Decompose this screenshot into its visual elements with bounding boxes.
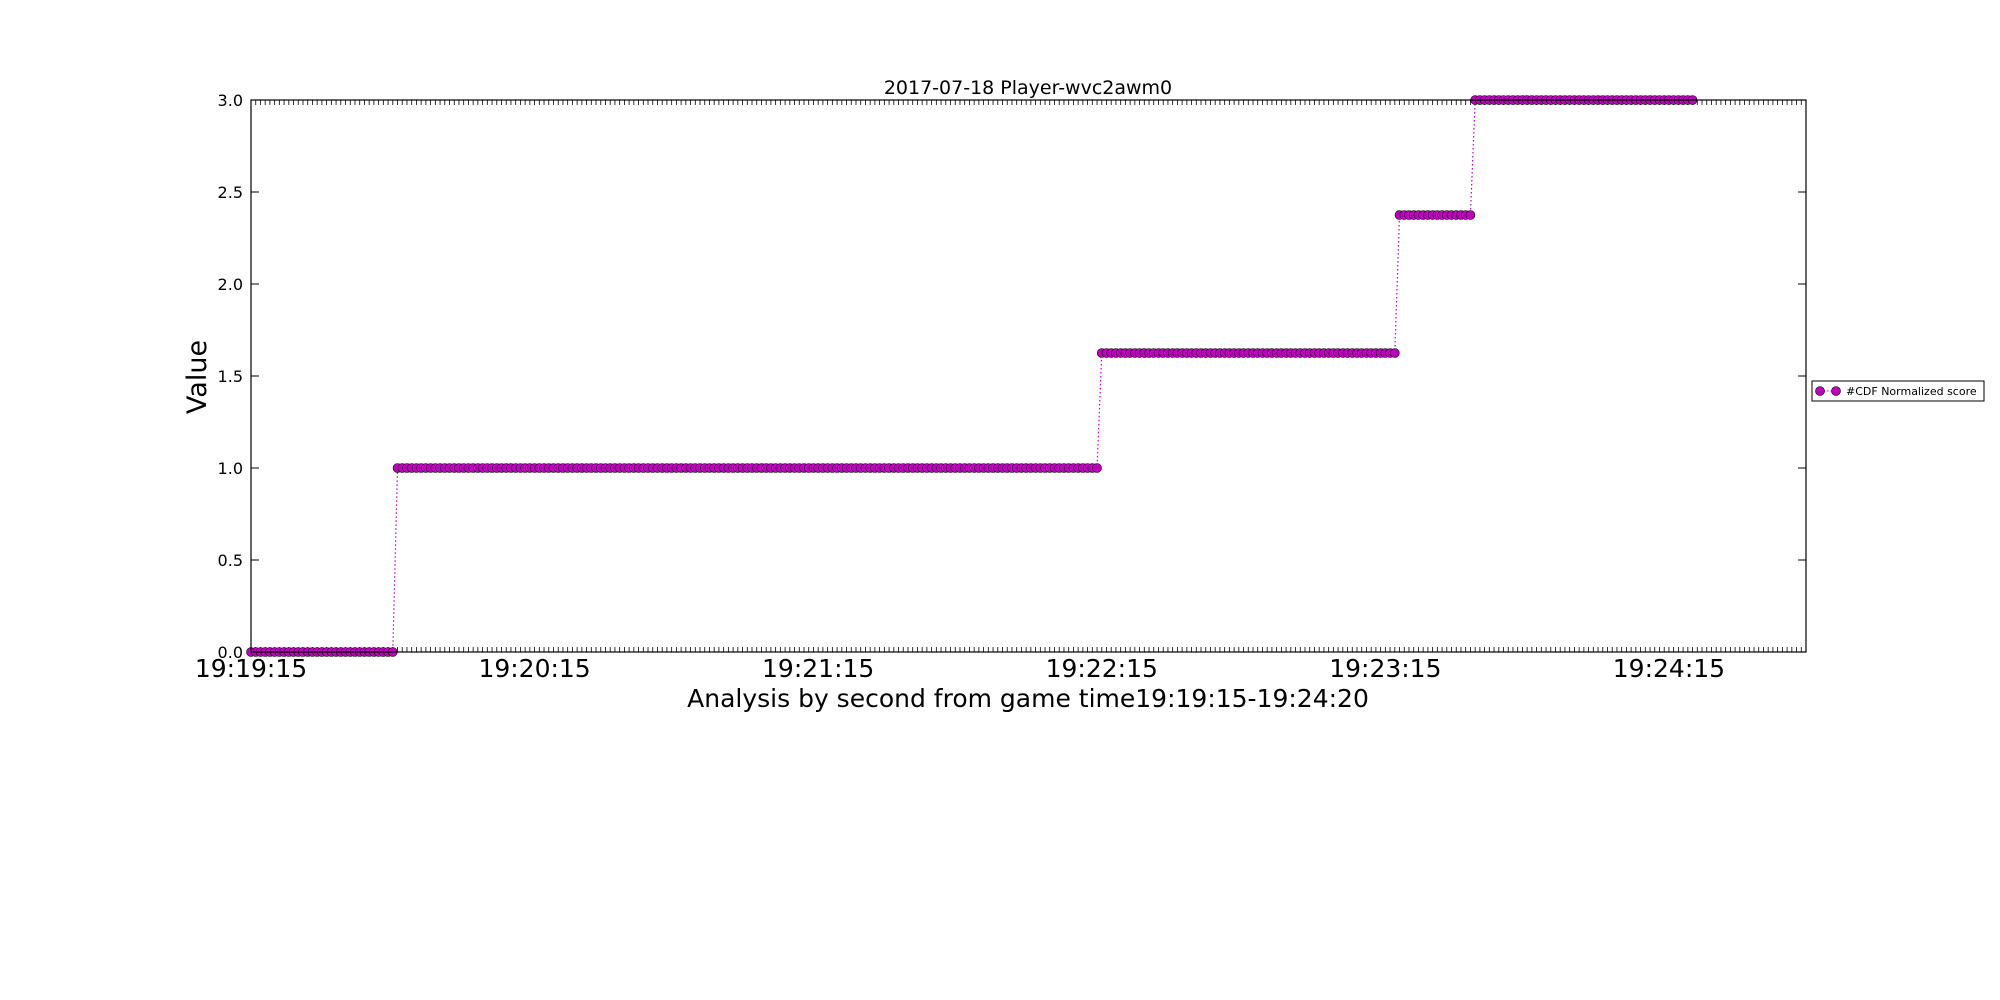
x-tick-label: 19:21:15: [762, 654, 874, 683]
data-point: [1390, 348, 1400, 358]
data-point: [1092, 463, 1102, 473]
x-tick-label: 19:19:15: [195, 654, 307, 683]
y-tick-label: 0.5: [218, 551, 243, 570]
y-tick-label: 0.0: [218, 643, 243, 662]
y-tick-label: 3.0: [218, 91, 243, 110]
axis-ticks: 0.0 0.5 1.0 1.5 2.0 2.5 3.0 19:19:15 19:20:15 19:…: [195, 91, 1807, 683]
legend-marker: [1831, 386, 1841, 396]
chart-title: 2017-07-18 Player-wvc2awm0: [884, 77, 1172, 99]
series-line: [251, 99, 1693, 653]
legend-box: [1811, 380, 1985, 402]
y-tick-label: 1.0: [218, 459, 243, 478]
y-tick-label: 1.5: [218, 367, 243, 386]
y-tick-label: 2.0: [218, 275, 243, 294]
data-point: [1465, 210, 1476, 220]
legend-marker: [1815, 386, 1825, 396]
x-tick-label: 19:22:15: [1046, 654, 1158, 683]
x-tick-label: 19:23:15: [1329, 654, 1441, 683]
legend: #CDF Normalized score: [1811, 380, 1985, 402]
legend-label: #CDF Normalized score: [1846, 385, 1977, 398]
plot-area: [246, 95, 1698, 657]
y-tick-label: 2.5: [218, 183, 243, 202]
x-tick-label: 19:24:15: [1613, 654, 1725, 683]
x-tick-label: 19:20:15: [478, 654, 590, 683]
y-axis-label: Value: [182, 340, 213, 414]
x-axis-label: Analysis by second from game time19:19:1…: [687, 684, 1369, 713]
plot-frame: [250, 99, 1807, 653]
